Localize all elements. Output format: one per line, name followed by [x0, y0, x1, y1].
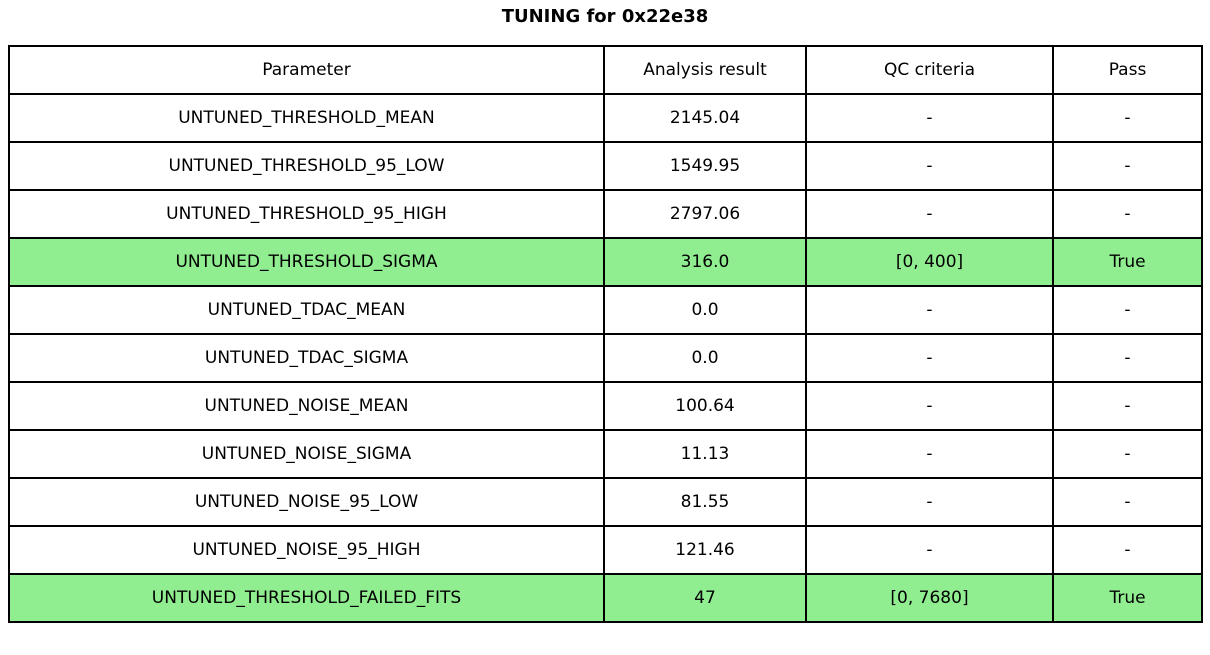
- table-row: UNTUNED_THRESHOLD_MEAN 2145.04 - -: [8, 93, 1203, 143]
- table-row: UNTUNED_NOISE_MEAN 100.64 - -: [8, 381, 1203, 431]
- cell-parameter: UNTUNED_NOISE_SIGMA: [8, 429, 605, 479]
- cell-qc-criteria: -: [805, 381, 1054, 431]
- tuning-qc-table: Parameter Analysis result QC criteria Pa…: [8, 45, 1203, 623]
- table-row: UNTUNED_NOISE_95_HIGH 121.46 - -: [8, 525, 1203, 575]
- cell-pass: -: [1052, 381, 1203, 431]
- column-header-analysis-result: Analysis result: [603, 45, 807, 95]
- cell-analysis-result: 100.64: [603, 381, 807, 431]
- table-row: UNTUNED_NOISE_95_LOW 81.55 - -: [8, 477, 1203, 527]
- cell-analysis-result: 1549.95: [603, 141, 807, 191]
- cell-parameter: UNTUNED_TDAC_SIGMA: [8, 333, 605, 383]
- cell-qc-criteria: -: [805, 429, 1054, 479]
- cell-pass: True: [1052, 237, 1203, 287]
- table-row: UNTUNED_TDAC_MEAN 0.0 - -: [8, 285, 1203, 335]
- cell-pass: -: [1052, 285, 1203, 335]
- cell-pass: -: [1052, 429, 1203, 479]
- cell-pass: -: [1052, 333, 1203, 383]
- cell-analysis-result: 0.0: [603, 285, 807, 335]
- cell-analysis-result: 316.0: [603, 237, 807, 287]
- column-header-pass: Pass: [1052, 45, 1203, 95]
- cell-parameter: UNTUNED_TDAC_MEAN: [8, 285, 605, 335]
- cell-analysis-result: 2797.06: [603, 189, 807, 239]
- table-row: UNTUNED_THRESHOLD_FAILED_FITS 47 [0, 768…: [8, 573, 1203, 623]
- cell-pass: -: [1052, 525, 1203, 575]
- cell-parameter: UNTUNED_NOISE_MEAN: [8, 381, 605, 431]
- cell-pass: -: [1052, 93, 1203, 143]
- page-title: TUNING for 0x22e38: [501, 6, 709, 27]
- table-header-row: Parameter Analysis result QC criteria Pa…: [8, 45, 1203, 95]
- cell-qc-criteria: -: [805, 285, 1054, 335]
- cell-parameter: UNTUNED_THRESHOLD_FAILED_FITS: [8, 573, 605, 623]
- cell-pass: -: [1052, 477, 1203, 527]
- column-header-parameter: Parameter: [8, 45, 605, 95]
- cell-analysis-result: 0.0: [603, 333, 807, 383]
- cell-analysis-result: 47: [603, 573, 807, 623]
- cell-parameter: UNTUNED_THRESHOLD_95_HIGH: [8, 189, 605, 239]
- table-row: UNTUNED_TDAC_SIGMA 0.0 - -: [8, 333, 1203, 383]
- cell-pass: -: [1052, 141, 1203, 191]
- cell-analysis-result: 2145.04: [603, 93, 807, 143]
- cell-parameter: UNTUNED_THRESHOLD_95_LOW: [8, 141, 605, 191]
- cell-qc-criteria: -: [805, 477, 1054, 527]
- cell-pass: True: [1052, 573, 1203, 623]
- cell-pass: -: [1052, 189, 1203, 239]
- table-row: UNTUNED_NOISE_SIGMA 11.13 - -: [8, 429, 1203, 479]
- cell-parameter: UNTUNED_THRESHOLD_MEAN: [8, 93, 605, 143]
- table-row: UNTUNED_THRESHOLD_95_LOW 1549.95 - -: [8, 141, 1203, 191]
- cell-qc-criteria: -: [805, 189, 1054, 239]
- cell-analysis-result: 81.55: [603, 477, 807, 527]
- cell-qc-criteria: -: [805, 333, 1054, 383]
- cell-qc-criteria: -: [805, 93, 1054, 143]
- table-row: UNTUNED_THRESHOLD_SIGMA 316.0 [0, 400] T…: [8, 237, 1203, 287]
- table-row: UNTUNED_THRESHOLD_95_HIGH 2797.06 - -: [8, 189, 1203, 239]
- cell-qc-criteria: [0, 7680]: [805, 573, 1054, 623]
- cell-parameter: UNTUNED_NOISE_95_LOW: [8, 477, 605, 527]
- cell-parameter: UNTUNED_NOISE_95_HIGH: [8, 525, 605, 575]
- cell-analysis-result: 11.13: [603, 429, 807, 479]
- column-header-qc-criteria: QC criteria: [805, 45, 1054, 95]
- cell-parameter: UNTUNED_THRESHOLD_SIGMA: [8, 237, 605, 287]
- cell-qc-criteria: -: [805, 525, 1054, 575]
- cell-qc-criteria: -: [805, 141, 1054, 191]
- cell-analysis-result: 121.46: [603, 525, 807, 575]
- cell-qc-criteria: [0, 400]: [805, 237, 1054, 287]
